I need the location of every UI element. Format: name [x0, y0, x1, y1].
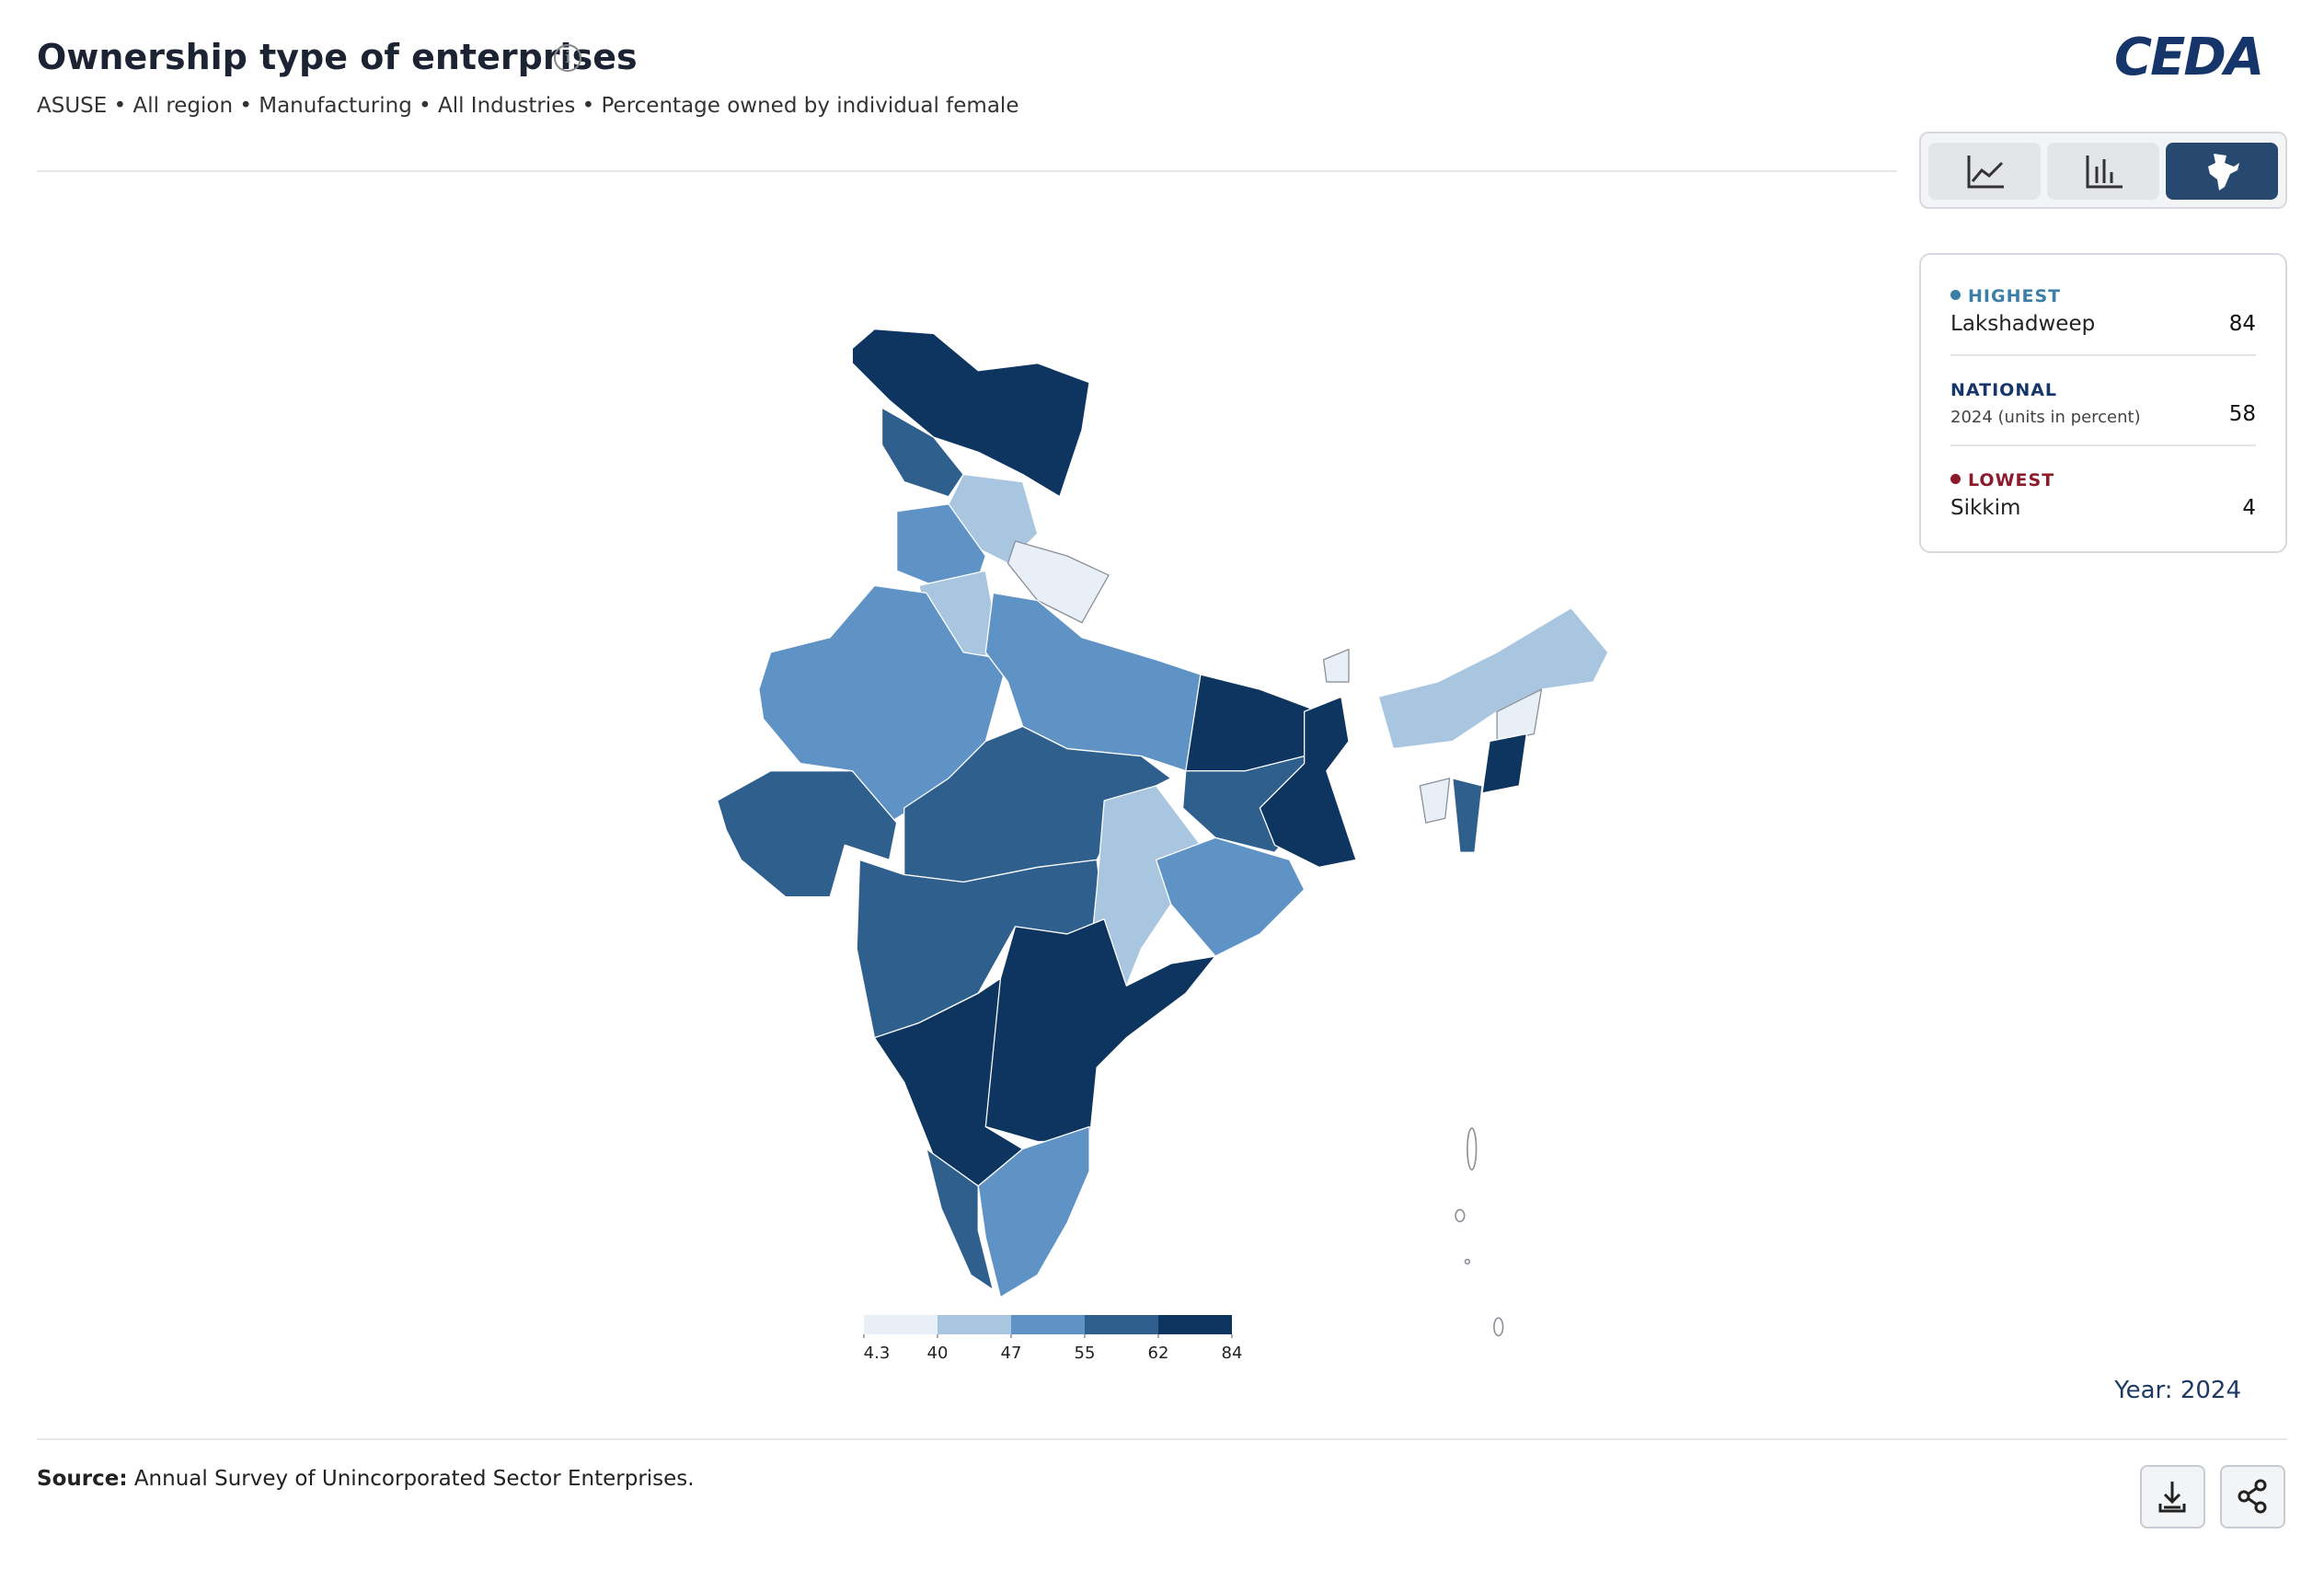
- stat-name: 2024 (units in percent): [1950, 408, 2141, 427]
- stat-name: Sikkim: [1950, 496, 2021, 520]
- download-button[interactable]: [2140, 1465, 2205, 1529]
- region: [1155, 836, 1306, 957]
- stat-value: 58: [2228, 402, 2256, 426]
- divider: [37, 170, 1897, 172]
- legend-tick-label: 62: [1148, 1344, 1169, 1363]
- share-button[interactable]: [2220, 1465, 2285, 1529]
- lowest-dot: [1950, 474, 1961, 484]
- info-icon[interactable]: i: [554, 44, 581, 72]
- region: [851, 328, 1090, 498]
- region: [1259, 696, 1357, 869]
- legend-swatch: [938, 1315, 1011, 1334]
- map-icon: [2208, 154, 2239, 190]
- year-label: Year: 2024: [2114, 1377, 2241, 1404]
- line-view-button[interactable]: [1928, 143, 2041, 200]
- separator: [1950, 354, 2256, 356]
- bar-icon: [2086, 156, 2123, 189]
- region: [1322, 648, 1350, 683]
- region: [1088, 785, 1202, 986]
- stat-label: HIGHEST: [1968, 286, 2062, 306]
- stat-label: LOWEST: [1968, 470, 2055, 490]
- highest-dot: [1950, 290, 1961, 300]
- divider: [37, 1438, 2287, 1440]
- line-icon: [1967, 156, 2004, 189]
- region: [880, 407, 964, 498]
- region: [1419, 778, 1451, 824]
- region: [1481, 733, 1527, 794]
- subtitle: ASUSE • All region • Manufacturing • All…: [37, 94, 1019, 118]
- stat-value: 4: [2242, 496, 2256, 520]
- island: [1467, 1127, 1478, 1171]
- region: [717, 770, 898, 898]
- island: [1464, 1258, 1471, 1265]
- download-icon: [2158, 1482, 2186, 1513]
- source-text: Annual Survey of Unincorporated Sector E…: [133, 1467, 695, 1491]
- stat-label: NATIONAL: [1950, 380, 2058, 400]
- legend-tick-label: 55: [1075, 1344, 1096, 1363]
- share-icon: [2238, 1479, 2267, 1514]
- map-view-button[interactable]: [2166, 143, 2278, 200]
- legend-tick-label: 47: [1001, 1344, 1022, 1363]
- stats-panel: HIGHEST Lakshadweep 84 NATIONAL 2024 (un…: [1919, 253, 2287, 553]
- stat-name: Lakshadweep: [1950, 312, 2096, 336]
- stat-value: 84: [2228, 312, 2256, 336]
- logo[interactable]: CEDA: [2114, 28, 2264, 87]
- region: [977, 918, 1216, 1143]
- title: Ownership type of enterprises: [37, 37, 638, 77]
- island: [1493, 1317, 1504, 1337]
- region: [1452, 778, 1483, 853]
- legend-swatch: [1158, 1315, 1232, 1334]
- legend-swatch: [1011, 1315, 1085, 1334]
- source-label: Source:: [37, 1467, 128, 1491]
- view-toggle: [1919, 132, 2287, 209]
- region: [1496, 688, 1543, 743]
- region: [758, 584, 1009, 824]
- region: [977, 1125, 1090, 1298]
- region: [1377, 606, 1609, 750]
- legend-tick-label: 84: [1222, 1344, 1243, 1363]
- island: [1455, 1208, 1466, 1223]
- separator: [1950, 444, 2256, 446]
- legend-swatch: [864, 1315, 938, 1334]
- legend-tick-label: 4.3: [864, 1344, 891, 1363]
- bar-view-button[interactable]: [2047, 143, 2159, 200]
- region: [873, 977, 1024, 1187]
- legend-tick-label: 40: [927, 1344, 949, 1363]
- region: [1007, 540, 1110, 624]
- legend-swatch: [1085, 1315, 1158, 1334]
- source: Source: Annual Survey of Unincorporated …: [37, 1467, 695, 1491]
